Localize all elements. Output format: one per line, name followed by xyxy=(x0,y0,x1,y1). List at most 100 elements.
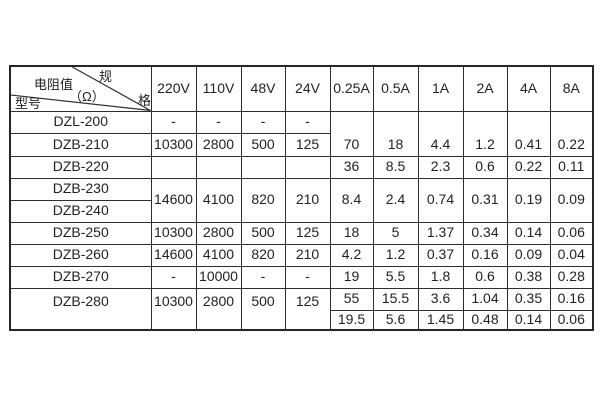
value-cell: 0.37 xyxy=(417,243,464,267)
value-cell: 2800 xyxy=(195,221,242,245)
value-cell: - xyxy=(240,265,286,289)
value-cell: 210 xyxy=(284,243,331,267)
value-cell: 19.5 xyxy=(329,309,374,331)
value-cell: - xyxy=(284,110,331,134)
value-cell: 10300 xyxy=(150,132,197,157)
value-cell: 4100 xyxy=(195,243,242,267)
col-header-cell: 2A xyxy=(462,65,508,112)
col-header-cell: 8A xyxy=(549,65,594,112)
value-cell: 500 xyxy=(240,287,286,331)
value-cell: 500 xyxy=(240,221,286,245)
empty-cell xyxy=(195,155,242,179)
value-cell: 0.31 xyxy=(462,177,508,223)
row-dzb-250: DZB-250 10300 2800 500 125 18 5 1.37 0.3… xyxy=(9,221,594,245)
value-cell: 8.4 xyxy=(329,177,374,223)
value-cell: 3.6 xyxy=(417,287,464,311)
value-cell: 0.28 xyxy=(549,265,594,289)
value-cell: 1.2 xyxy=(462,110,508,157)
value-cell: 0.19 xyxy=(506,177,551,223)
value-cell: 0.06 xyxy=(549,309,594,331)
value-text: 125 xyxy=(295,292,320,309)
row-dzb-260: DZB-260 14600 4100 820 210 4.2 1.2 0.37 … xyxy=(9,243,594,267)
row-dzb-280-sub: 19.5 5.6 1.45 0.48 0.14 0.06 xyxy=(10,309,594,331)
value-cell: 1.8 xyxy=(417,265,464,289)
model-cell: DZB-240 xyxy=(9,199,152,223)
value-cell: 0.14 xyxy=(506,309,551,331)
value-cell: 5.5 xyxy=(372,265,419,289)
value-text: 4.4 xyxy=(430,135,451,152)
model-cell: DZB-270 xyxy=(9,265,152,289)
value-cell: 0.22 xyxy=(506,155,551,179)
value-cell: 4.4 xyxy=(417,110,464,157)
value-cell: 15.5 xyxy=(372,287,419,311)
value-cell: 36 xyxy=(329,155,374,179)
value-text: 18 xyxy=(387,135,404,152)
col-header-cell: 1A xyxy=(417,65,464,112)
value-cell: 0.38 xyxy=(506,265,551,289)
value-cell: - xyxy=(150,265,197,289)
value-cell: 8.5 xyxy=(372,155,419,179)
row-dzb-270: DZB-270 - 10000 - - 19 5.5 1.8 0.6 0.38 … xyxy=(9,265,594,289)
value-cell: 70 xyxy=(329,110,374,157)
value-text: 0.22 xyxy=(557,135,585,152)
value-cell: - xyxy=(240,110,286,134)
relay-resistance-spec-table: 规 电阻值 （Ω） 格 型号 220V 110V 48V 24V 0.25A 0… xyxy=(9,65,594,331)
value-cell: 1.37 xyxy=(417,221,464,245)
value-cell: 5.6 xyxy=(372,309,419,331)
value-cell: 14600 xyxy=(150,177,197,223)
value-cell: 125 xyxy=(284,132,331,157)
row-dzb-280: DZB-280 10300 2800 500 125 55 15.5 3.6 1… xyxy=(9,287,594,331)
col-header-cell: 0.25A xyxy=(329,65,374,112)
value-cell: 0.74 xyxy=(417,177,464,223)
value-cell: 4.2 xyxy=(329,243,374,267)
value-cell: 820 xyxy=(240,243,286,267)
value-cell: 2.3 xyxy=(417,155,464,179)
model-cell: DZB-210 xyxy=(9,132,152,157)
value-cell: - xyxy=(195,110,242,134)
col-header-cell: 48V xyxy=(240,65,286,112)
value-cell: 18 xyxy=(372,110,419,157)
value-cell: 55 xyxy=(329,287,374,311)
corner-ohm-label: （Ω） xyxy=(69,89,105,104)
value-cell: 0.6 xyxy=(462,155,508,179)
value-cell: 125 xyxy=(284,287,331,331)
value-text: 70 xyxy=(343,135,360,152)
model-cell: DZB-220 xyxy=(9,155,152,179)
diagonal-divider-lines xyxy=(11,67,150,110)
value-cell: 0.22 xyxy=(549,110,594,157)
value-cell: 125 xyxy=(284,221,331,245)
row-dzb-210: DZB-210 10300 2800 500 125 xyxy=(9,132,593,157)
corner-header-cell: 规 电阻值 （Ω） 格 型号 xyxy=(9,65,152,112)
value-text: 0.41 xyxy=(514,135,543,152)
value-cell: 0.35 xyxy=(506,287,551,311)
value-cell: 10300 xyxy=(150,221,197,245)
model-text: DZB-280 xyxy=(52,292,109,309)
page: 规 电阻值 （Ω） 格 型号 220V 110V 48V 24V 0.25A 0… xyxy=(9,65,594,331)
value-cell: 820 xyxy=(240,177,286,223)
empty-cell xyxy=(240,155,286,179)
value-cell: 210 xyxy=(284,177,331,223)
value-cell: 0.06 xyxy=(549,221,594,245)
value-cell: 2.4 xyxy=(372,177,419,223)
value-cell: 14600 xyxy=(150,243,197,267)
corner-spec-char-bottom: 格 xyxy=(138,93,151,108)
value-cell: - xyxy=(150,110,197,134)
value-cell: 4100 xyxy=(195,177,242,223)
value-cell: 0.09 xyxy=(549,177,594,223)
value-cell: 0.41 xyxy=(506,110,551,157)
header-row: 规 电阻值 （Ω） 格 型号 220V 110V 48V 24V 0.25A 0… xyxy=(9,65,594,112)
row-dzb-220: DZB-220 36 8.5 2.3 0.6 0.22 0.11 xyxy=(9,155,594,179)
row-dzl-200: DZL-200 - - - - 70 18 4.4 1.2 0.41 0.22 xyxy=(9,110,594,157)
value-cell: 0.09 xyxy=(506,243,551,267)
value-cell: 18 xyxy=(329,221,374,245)
col-header-cell: 4A xyxy=(506,65,551,112)
value-cell: 0.14 xyxy=(506,221,551,245)
corner-model-label: 型号 xyxy=(15,96,42,111)
value-cell: - xyxy=(284,265,331,289)
value-cell: 2800 xyxy=(195,132,242,157)
value-cell: 0.11 xyxy=(549,155,594,179)
value-text: 2800 xyxy=(202,292,235,309)
value-cell: 1.2 xyxy=(372,243,419,267)
row-dzb-230: DZB-230 14600 4100 820 210 8.4 2.4 0.74 … xyxy=(9,177,594,223)
corner-spec-char-top: 规 xyxy=(99,69,113,84)
